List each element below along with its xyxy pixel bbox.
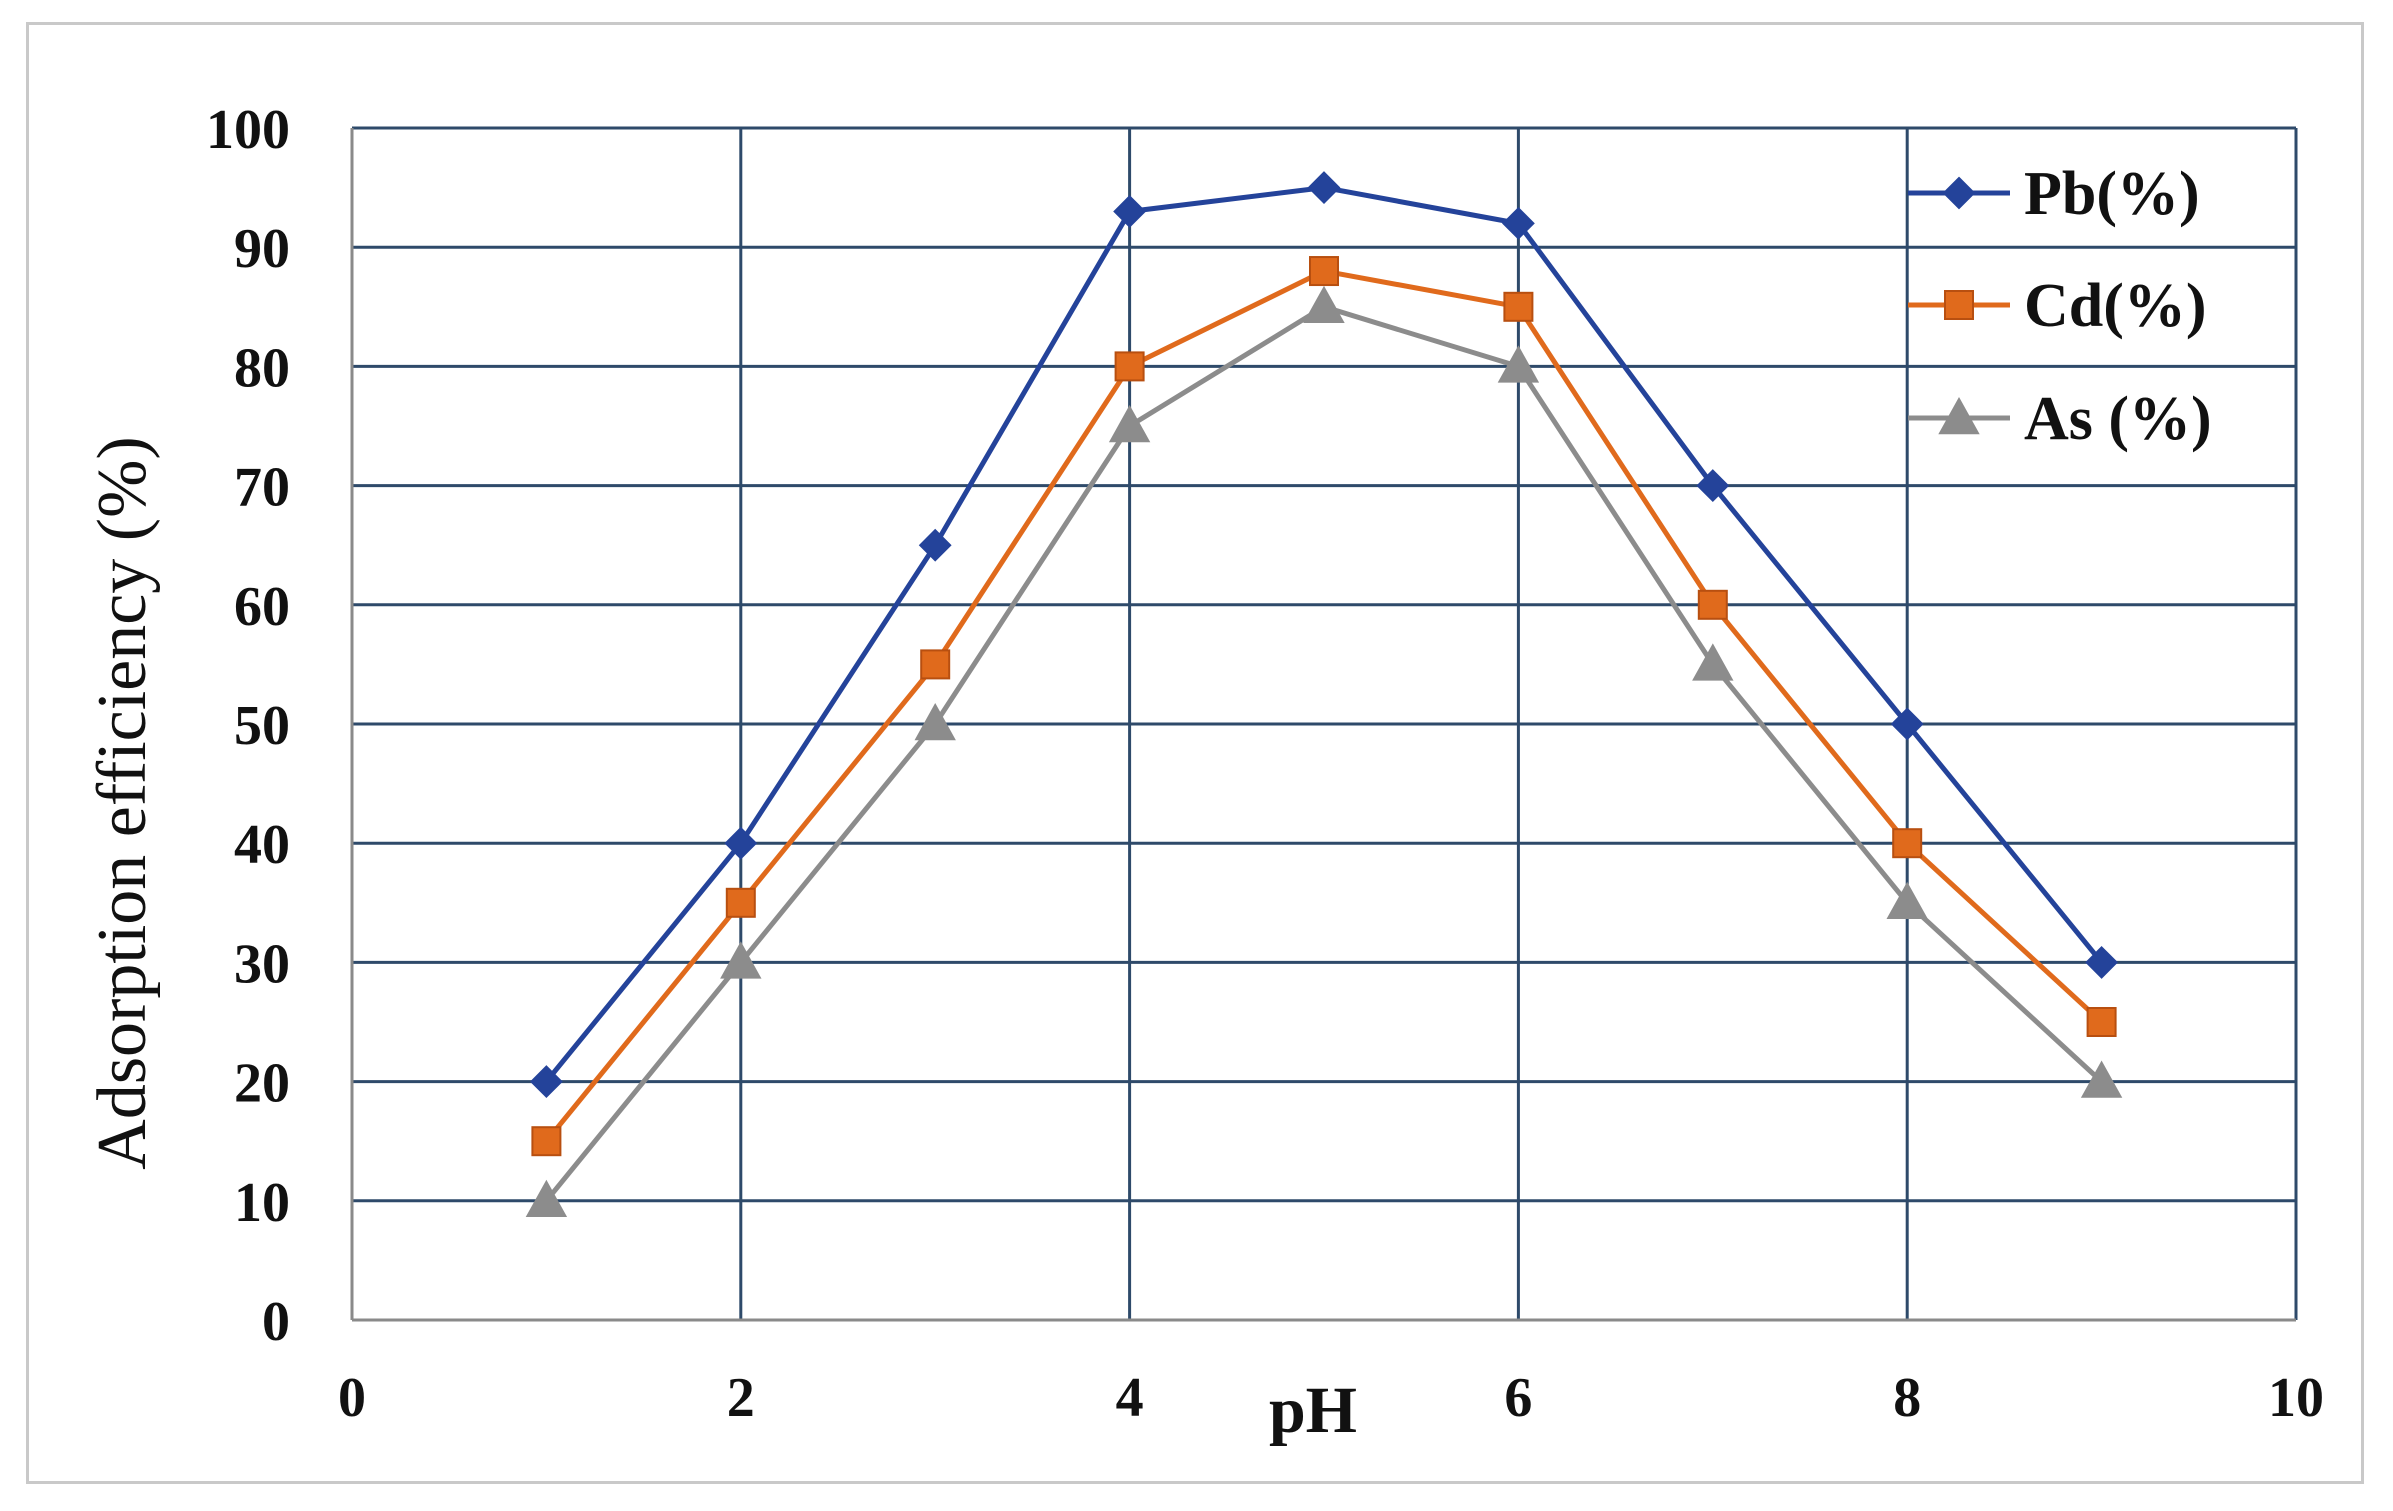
series-2 (525, 285, 2123, 1217)
data-point (1886, 881, 1928, 919)
data-point (1696, 469, 1730, 503)
data-point (1890, 707, 1924, 741)
x-tick-label: 6 (1504, 1367, 1532, 1429)
y-tick-label: 10 (234, 1172, 290, 1234)
data-point (1114, 351, 1145, 382)
legend: Pb(%) Cd(%) As (%) (1908, 160, 2212, 453)
series-group (525, 171, 2123, 1217)
y-tick-label: 80 (234, 337, 290, 399)
data-point (2085, 945, 2119, 979)
y-tick-label: 100 (206, 99, 290, 161)
data-point (1501, 206, 1535, 240)
x-tick-label: 10 (2268, 1367, 2324, 1429)
data-point (531, 1126, 562, 1157)
data-point (2080, 1060, 2123, 1098)
x-axis-title: pH (1269, 1374, 1357, 1447)
y-axis-title: Adsorption efficiency (%) (84, 436, 161, 1169)
y-tick-label: 0 (262, 1291, 290, 1353)
data-point (2086, 1007, 2117, 1037)
grid (350, 126, 2298, 1322)
series-1 (531, 256, 2117, 1157)
legend-label: Pb(%) (2024, 160, 2200, 228)
data-point (918, 528, 952, 562)
data-point (1497, 345, 1540, 383)
series-line (544, 304, 2104, 1203)
data-point (724, 826, 758, 860)
data-point (1307, 171, 1341, 205)
data-point (529, 1065, 563, 1099)
data-point (920, 649, 951, 680)
data-point (1303, 285, 1345, 323)
data-point (1113, 195, 1147, 228)
x-axis-ticks: 0 2 4 6 8 10 (338, 1367, 2324, 1429)
y-tick-label: 60 (234, 576, 290, 638)
legend-marker (1942, 176, 1976, 210)
data-point (525, 1179, 568, 1217)
data-point (1309, 256, 1339, 287)
data-point (914, 702, 956, 741)
x-tick-label: 0 (338, 1367, 366, 1429)
y-axis-ticks: 0 10 20 30 40 50 60 70 80 90 100 (206, 99, 290, 1353)
x-tick-label: 4 (1116, 1367, 1144, 1429)
data-point (1697, 589, 1728, 620)
x-tick-label: 2 (727, 1367, 755, 1429)
data-point (720, 941, 762, 979)
series-line (544, 268, 2104, 1143)
data-point (1503, 291, 1534, 322)
data-point (1692, 643, 1734, 681)
y-tick-label: 20 (234, 1053, 290, 1115)
x-tick-label: 8 (1893, 1367, 1921, 1429)
legend-item: Pb(%) (1908, 160, 2200, 228)
data-point (1108, 404, 1151, 443)
data-point (725, 887, 756, 918)
y-tick-label: 30 (234, 933, 290, 995)
y-tick-label: 70 (234, 457, 290, 519)
data-point (1892, 828, 1923, 859)
series-0 (529, 171, 2119, 1099)
legend-marker (1944, 290, 1974, 320)
y-tick-label: 90 (234, 218, 290, 280)
legend-item: Cd(%) (1908, 272, 2207, 340)
chart-frame (26, 22, 2364, 1484)
y-tick-label: 40 (234, 814, 290, 876)
y-tick-label: 50 (234, 695, 290, 757)
legend-item: As (%) (1908, 385, 2212, 453)
legend-marker (1938, 396, 1980, 435)
legend-label: Cd(%) (2024, 272, 2207, 340)
legend-label: As (%) (2024, 385, 2212, 453)
